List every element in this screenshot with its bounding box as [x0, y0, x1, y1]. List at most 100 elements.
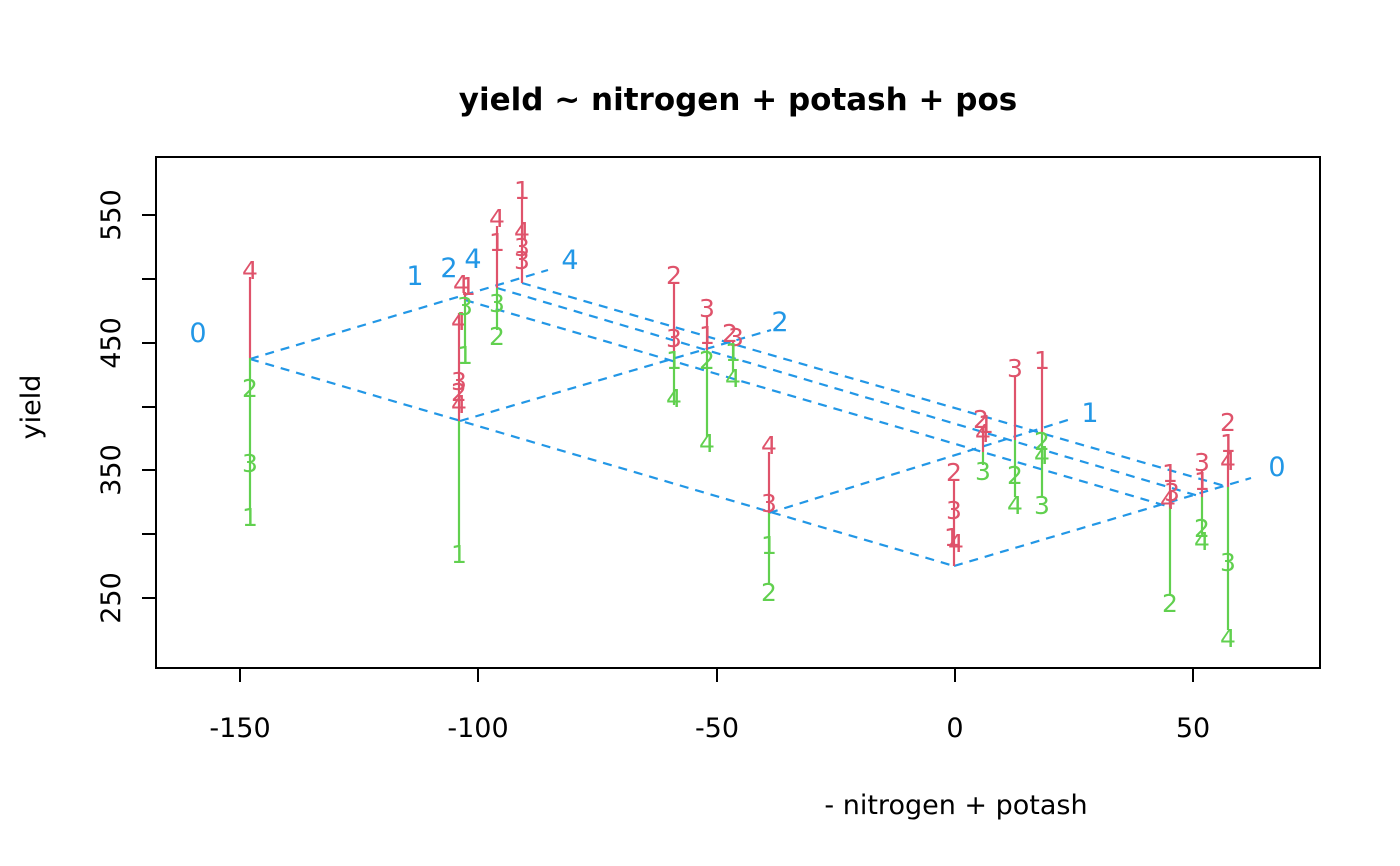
pos-value-glyph: 3	[975, 457, 991, 486]
pos-value-glyph: 3	[451, 367, 467, 396]
potash-line-4	[521, 281, 1229, 489]
pos-value-glyph: 2	[946, 458, 962, 487]
y-tick-label: 450	[96, 317, 127, 369]
x-tick-label: 0	[946, 713, 963, 744]
pos-value-glyph: 3	[489, 289, 505, 318]
pos-value-glyph: 1	[1034, 346, 1050, 375]
x-axis-caption: - nitrogen + potash	[824, 790, 1087, 821]
pos-value-glyph: 1	[725, 338, 741, 367]
pos-value-glyph: 3	[457, 292, 473, 321]
pos-value-glyph: 4	[948, 529, 964, 558]
pos-value-glyph: 3	[699, 294, 715, 323]
nitrogen-line-1	[768, 417, 1072, 515]
pos-value-glyph: 4	[1220, 624, 1236, 653]
pos-value-glyph: 4	[725, 364, 741, 393]
pos-value-glyph: 3	[514, 246, 530, 275]
pos-value-glyph: 3	[242, 449, 258, 478]
pos-value-glyph: 1	[460, 272, 476, 301]
pos-value-glyph: 1	[1194, 467, 1210, 496]
projected-grid-dashed-lines	[249, 268, 1252, 568]
pos-value-glyph: 3	[514, 233, 530, 262]
pos-value-glyph: 3	[1164, 478, 1180, 507]
x-tick-label: -150	[209, 713, 270, 744]
potash-line-2	[496, 286, 1203, 499]
potash-line-1	[464, 298, 1171, 509]
y-tick-label: 550	[96, 189, 127, 241]
pos-value-glyph: 2	[451, 378, 467, 407]
x-tick-label: -50	[695, 713, 739, 744]
x-tick-label: 50	[1176, 713, 1210, 744]
pos-value-glyph: 4	[1007, 491, 1023, 520]
grid-dose-label: 4	[464, 244, 481, 275]
axis-ticks: -150 -100 -50 0 50 550 450 350 250	[96, 189, 1210, 744]
pos-value-glyph: 4	[761, 431, 777, 460]
pos-value-glyph: 4	[242, 256, 258, 285]
pos-value-glyph: 1	[666, 346, 682, 375]
pos-value-glyph: 2	[1162, 589, 1178, 618]
pos-value-glyph: 3	[946, 496, 962, 525]
chart-title: yield ~ nitrogen + potash + pos	[459, 82, 1017, 118]
pos-value-glyph: 2	[722, 319, 738, 348]
plot-border	[155, 156, 1321, 669]
potash-line-0	[249, 357, 955, 568]
pos-value-glyph: 2	[1194, 514, 1210, 543]
pos-value-glyph: 1	[761, 531, 777, 560]
pos-value-glyph: 4	[975, 419, 991, 448]
pos-value-glyph: 3	[761, 489, 777, 518]
grid-dose-label: 1	[406, 261, 423, 292]
pos-value-glyph: 4	[453, 270, 469, 299]
pos-value-glyph: 2	[1007, 461, 1023, 490]
pos-value-glyph: 1	[451, 540, 467, 569]
pos-value-glyph: 1	[489, 228, 505, 257]
pos-value-glyph: 4	[1160, 486, 1176, 515]
data-stems: 4231432414131413214332314312423144312231…	[242, 176, 1236, 653]
grid-dose-label: 2	[771, 307, 788, 338]
pos-value-glyph: 4	[1034, 441, 1050, 470]
pos-value-glyph: 3	[728, 323, 744, 352]
grid-dose-label: 0	[189, 318, 206, 349]
plot-box	[155, 156, 1321, 669]
pos-value-glyph: 2	[1220, 408, 1236, 437]
pos-value-glyph: 1	[978, 410, 994, 439]
grid-dose-label: 0	[1268, 452, 1285, 483]
grid-dose-label: 4	[561, 245, 578, 276]
nitrogen-line-2	[459, 328, 772, 423]
pos-value-glyph: 4	[666, 384, 682, 413]
grid-dose-label: 1	[1081, 398, 1098, 429]
pos-value-glyph: 1	[242, 503, 258, 532]
pos-value-glyph: 3	[1007, 354, 1023, 383]
pos-value-glyph: 2	[1034, 427, 1050, 456]
pos-value-glyph: 4	[451, 390, 467, 419]
pos-value-glyph: 3	[1194, 448, 1210, 477]
pos-value-glyph: 4	[1194, 527, 1210, 556]
grid-dose-label: 2	[440, 253, 457, 284]
pos-value-glyph: 4	[489, 204, 505, 233]
y-tick-label: 350	[96, 444, 127, 496]
pos-value-glyph: 2	[761, 578, 777, 607]
pos-value-glyph: 1	[1162, 459, 1178, 488]
pos-value-glyph: 3	[1034, 491, 1050, 520]
pos-value-glyph: 2	[699, 346, 715, 375]
pos-value-glyph: 4	[1220, 447, 1236, 476]
pos-value-glyph: 4	[699, 429, 715, 458]
x-tick-label: -100	[447, 713, 508, 744]
pos-value-glyph: 2	[242, 374, 258, 403]
pos-value-glyph: 4	[451, 307, 467, 336]
y-tick-label: 250	[96, 572, 127, 624]
pos-value-glyph: 2	[973, 405, 989, 434]
pos-value-glyph: 3	[666, 324, 682, 353]
y-axis-caption: yield	[16, 375, 47, 440]
pos-value-glyph: 3	[1220, 548, 1236, 577]
pos-value-glyph: 4	[514, 217, 530, 246]
nitrogen-line-4	[249, 268, 549, 361]
pos-value-glyph: 1	[514, 176, 530, 205]
pos-value-glyph: 1	[944, 523, 960, 552]
pos-value-glyph: 1	[1220, 429, 1236, 458]
pos-value-glyph: 2	[489, 322, 505, 351]
pos-value-glyph: 2	[666, 261, 682, 290]
pos-value-glyph: 1	[457, 341, 473, 370]
pos-value-glyph: 1	[699, 321, 715, 350]
